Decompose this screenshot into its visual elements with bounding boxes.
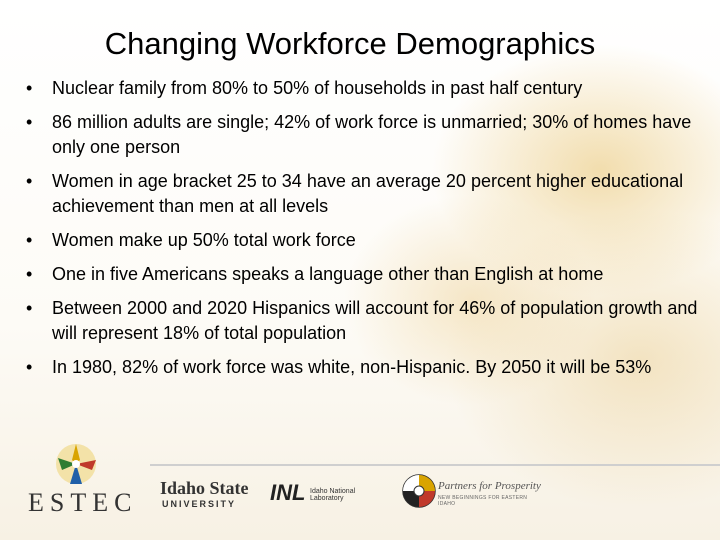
inl-mark: INL (270, 480, 306, 505)
partners-emblem-icon (402, 474, 436, 508)
bullet-item: • One in five Americans speaks a language… (26, 262, 706, 287)
isu-university: UNIVERSITY (162, 499, 237, 509)
footer-divider (150, 464, 720, 466)
bullet-text: Nuclear family from 80% to 50% of househ… (52, 78, 583, 98)
estec-emblem-icon (56, 444, 96, 484)
bullet-text: 86 million adults are single; 42% of wor… (52, 112, 692, 157)
bullet-text: Women make up 50% total work force (52, 230, 356, 250)
partners-title: Partners for Prosperity (438, 480, 541, 492)
bullet-item: • Nuclear family from 80% to 50% of house… (26, 76, 706, 101)
estec-logo: ESTEC (28, 440, 138, 524)
bullet-text: In 1980, 82% of work force was white, no… (52, 357, 652, 377)
bullet-item: • 86 million adults are single; 42% of wo… (26, 110, 706, 160)
bullet-marker: • (26, 112, 33, 132)
isu-name: Idaho State (160, 478, 249, 498)
bullet-text: Women in age bracket 25 to 34 have an av… (52, 171, 684, 216)
inl-name: Idaho National Laboratory (310, 488, 356, 502)
bullet-marker: • (26, 298, 33, 318)
idaho-state-university-logo: Idaho State UNIVERSITY (160, 478, 250, 514)
bullet-item: • Between 2000 and 2020 Hispanics will ac… (26, 296, 706, 346)
bullet-marker: • (26, 264, 33, 284)
bullet-marker: • (26, 171, 33, 191)
bullet-list: • Nuclear family from 80% to 50% of house… (26, 76, 706, 389)
bullet-item: • In 1980, 82% of work force was white, n… (26, 355, 706, 380)
slide-title: Changing Workforce Demographics (104, 26, 596, 61)
inl-logo: INL Idaho National Laboratory (270, 480, 390, 510)
bullet-item: • Women make up 50% total work force (26, 228, 706, 253)
bullet-item: • Women in age bracket 25 to 34 have an a… (26, 169, 706, 219)
bullet-marker: • (26, 230, 33, 250)
bullet-text: One in five Americans speaks a language … (52, 264, 604, 284)
bullet-marker: • (26, 357, 33, 377)
bullet-marker: • (26, 78, 33, 98)
estec-wordmark: ESTEC (28, 488, 138, 517)
footer-logos: ESTEC Idaho State UNIVERSITY INL Idaho N… (0, 440, 720, 540)
bullet-text: Between 2000 and 2020 Hispanics will acc… (52, 298, 698, 343)
partners-subtitle: NEW BEGINNINGS FOR EASTERN IDAHO (438, 495, 528, 507)
partners-for-prosperity-logo: Partners for Prosperity NEW BEGINNINGS F… (402, 474, 542, 514)
